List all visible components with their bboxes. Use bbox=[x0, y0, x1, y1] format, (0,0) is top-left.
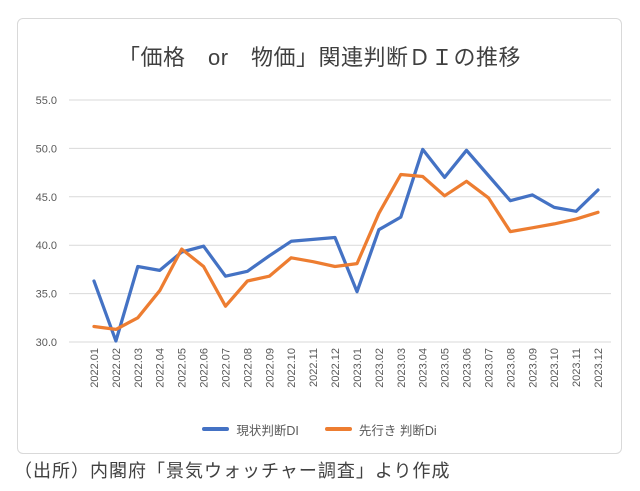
legend-item-outlook: 先行き 判断Di bbox=[324, 420, 437, 439]
x-axis-tick-label: 2022.02 bbox=[111, 348, 123, 388]
x-axis-tick-label: 2022.10 bbox=[286, 348, 298, 388]
x-axis-tick-label: 2022.05 bbox=[177, 348, 189, 388]
chart-card: 「価格 or 物価」関連判断ＤＩの推移 55.0 50.0 45.0 40.0 35.0… bbox=[17, 18, 622, 454]
legend-item-current: 現状判断DI bbox=[202, 420, 299, 439]
x-axis-tick-label: 2023.12 bbox=[593, 348, 605, 388]
y-axis-tick-label: 55.0 bbox=[36, 95, 57, 107]
x-axis-tick-label: 2023.02 bbox=[374, 348, 386, 388]
x-axis-tick-label: 2022.06 bbox=[199, 348, 211, 388]
x-axis-tick-label: 2023.11 bbox=[571, 348, 583, 387]
x-axis-tick-label: 2023.04 bbox=[418, 348, 430, 388]
y-axis-tick-label: 45.0 bbox=[36, 192, 57, 204]
chart-title: 「価格 or 物価」関連判断ＤＩの推移 bbox=[117, 45, 522, 70]
legend-label-outlook: 先行き 判断Di bbox=[358, 423, 437, 438]
x-axis-tick-label: 2023.09 bbox=[527, 348, 539, 388]
legend-line-swatch-outlook bbox=[324, 427, 352, 431]
x-axis-tick-label: 2022.09 bbox=[264, 348, 276, 388]
x-axis-tick-label: 2023.05 bbox=[440, 348, 452, 388]
x-axis-tick-label: 2022.08 bbox=[242, 348, 254, 388]
y-axis-tick-label: 50.0 bbox=[36, 143, 57, 155]
x-axis-tick-label: 2023.08 bbox=[505, 348, 517, 388]
y-axis-tick-label: 35.0 bbox=[36, 289, 57, 301]
plot-area: 55.0 50.0 45.0 40.0 35.0 30.0 2022.01 2022.02 20… bbox=[36, 95, 611, 388]
source-caption: （出所）内閣府「景気ウォッチャー調査」より作成 bbox=[14, 461, 451, 481]
x-axis-tick-label: 2022.01 bbox=[89, 348, 101, 388]
legend-label-current: 現状判断DI bbox=[236, 423, 299, 438]
x-axis-tick-label: 2022.07 bbox=[220, 348, 232, 388]
x-axis-tick-label: 2023.07 bbox=[483, 348, 495, 388]
x-axis-tick-label: 2022.04 bbox=[155, 348, 167, 388]
x-axis-tick-label: 2022.03 bbox=[133, 348, 145, 388]
x-axis-tick-label: 2023.01 bbox=[352, 348, 364, 388]
x-axis-tick-label: 2023.10 bbox=[549, 348, 561, 388]
series-line-outlook bbox=[92, 172, 600, 332]
legend-line-swatch-current bbox=[202, 427, 230, 431]
x-axis-tick-label: 2023.06 bbox=[462, 348, 474, 388]
x-axis-tick-label: 2023.03 bbox=[396, 348, 408, 388]
x-axis-tick-label: 2022.12 bbox=[330, 348, 342, 388]
legend: 現状判断DI 先行き 判断Di bbox=[18, 420, 621, 438]
y-axis-tick-label: 40.0 bbox=[36, 240, 57, 252]
x-axis-tick-label: 2022.11 bbox=[308, 348, 320, 387]
y-axis-tick-label: 30.0 bbox=[36, 337, 57, 349]
